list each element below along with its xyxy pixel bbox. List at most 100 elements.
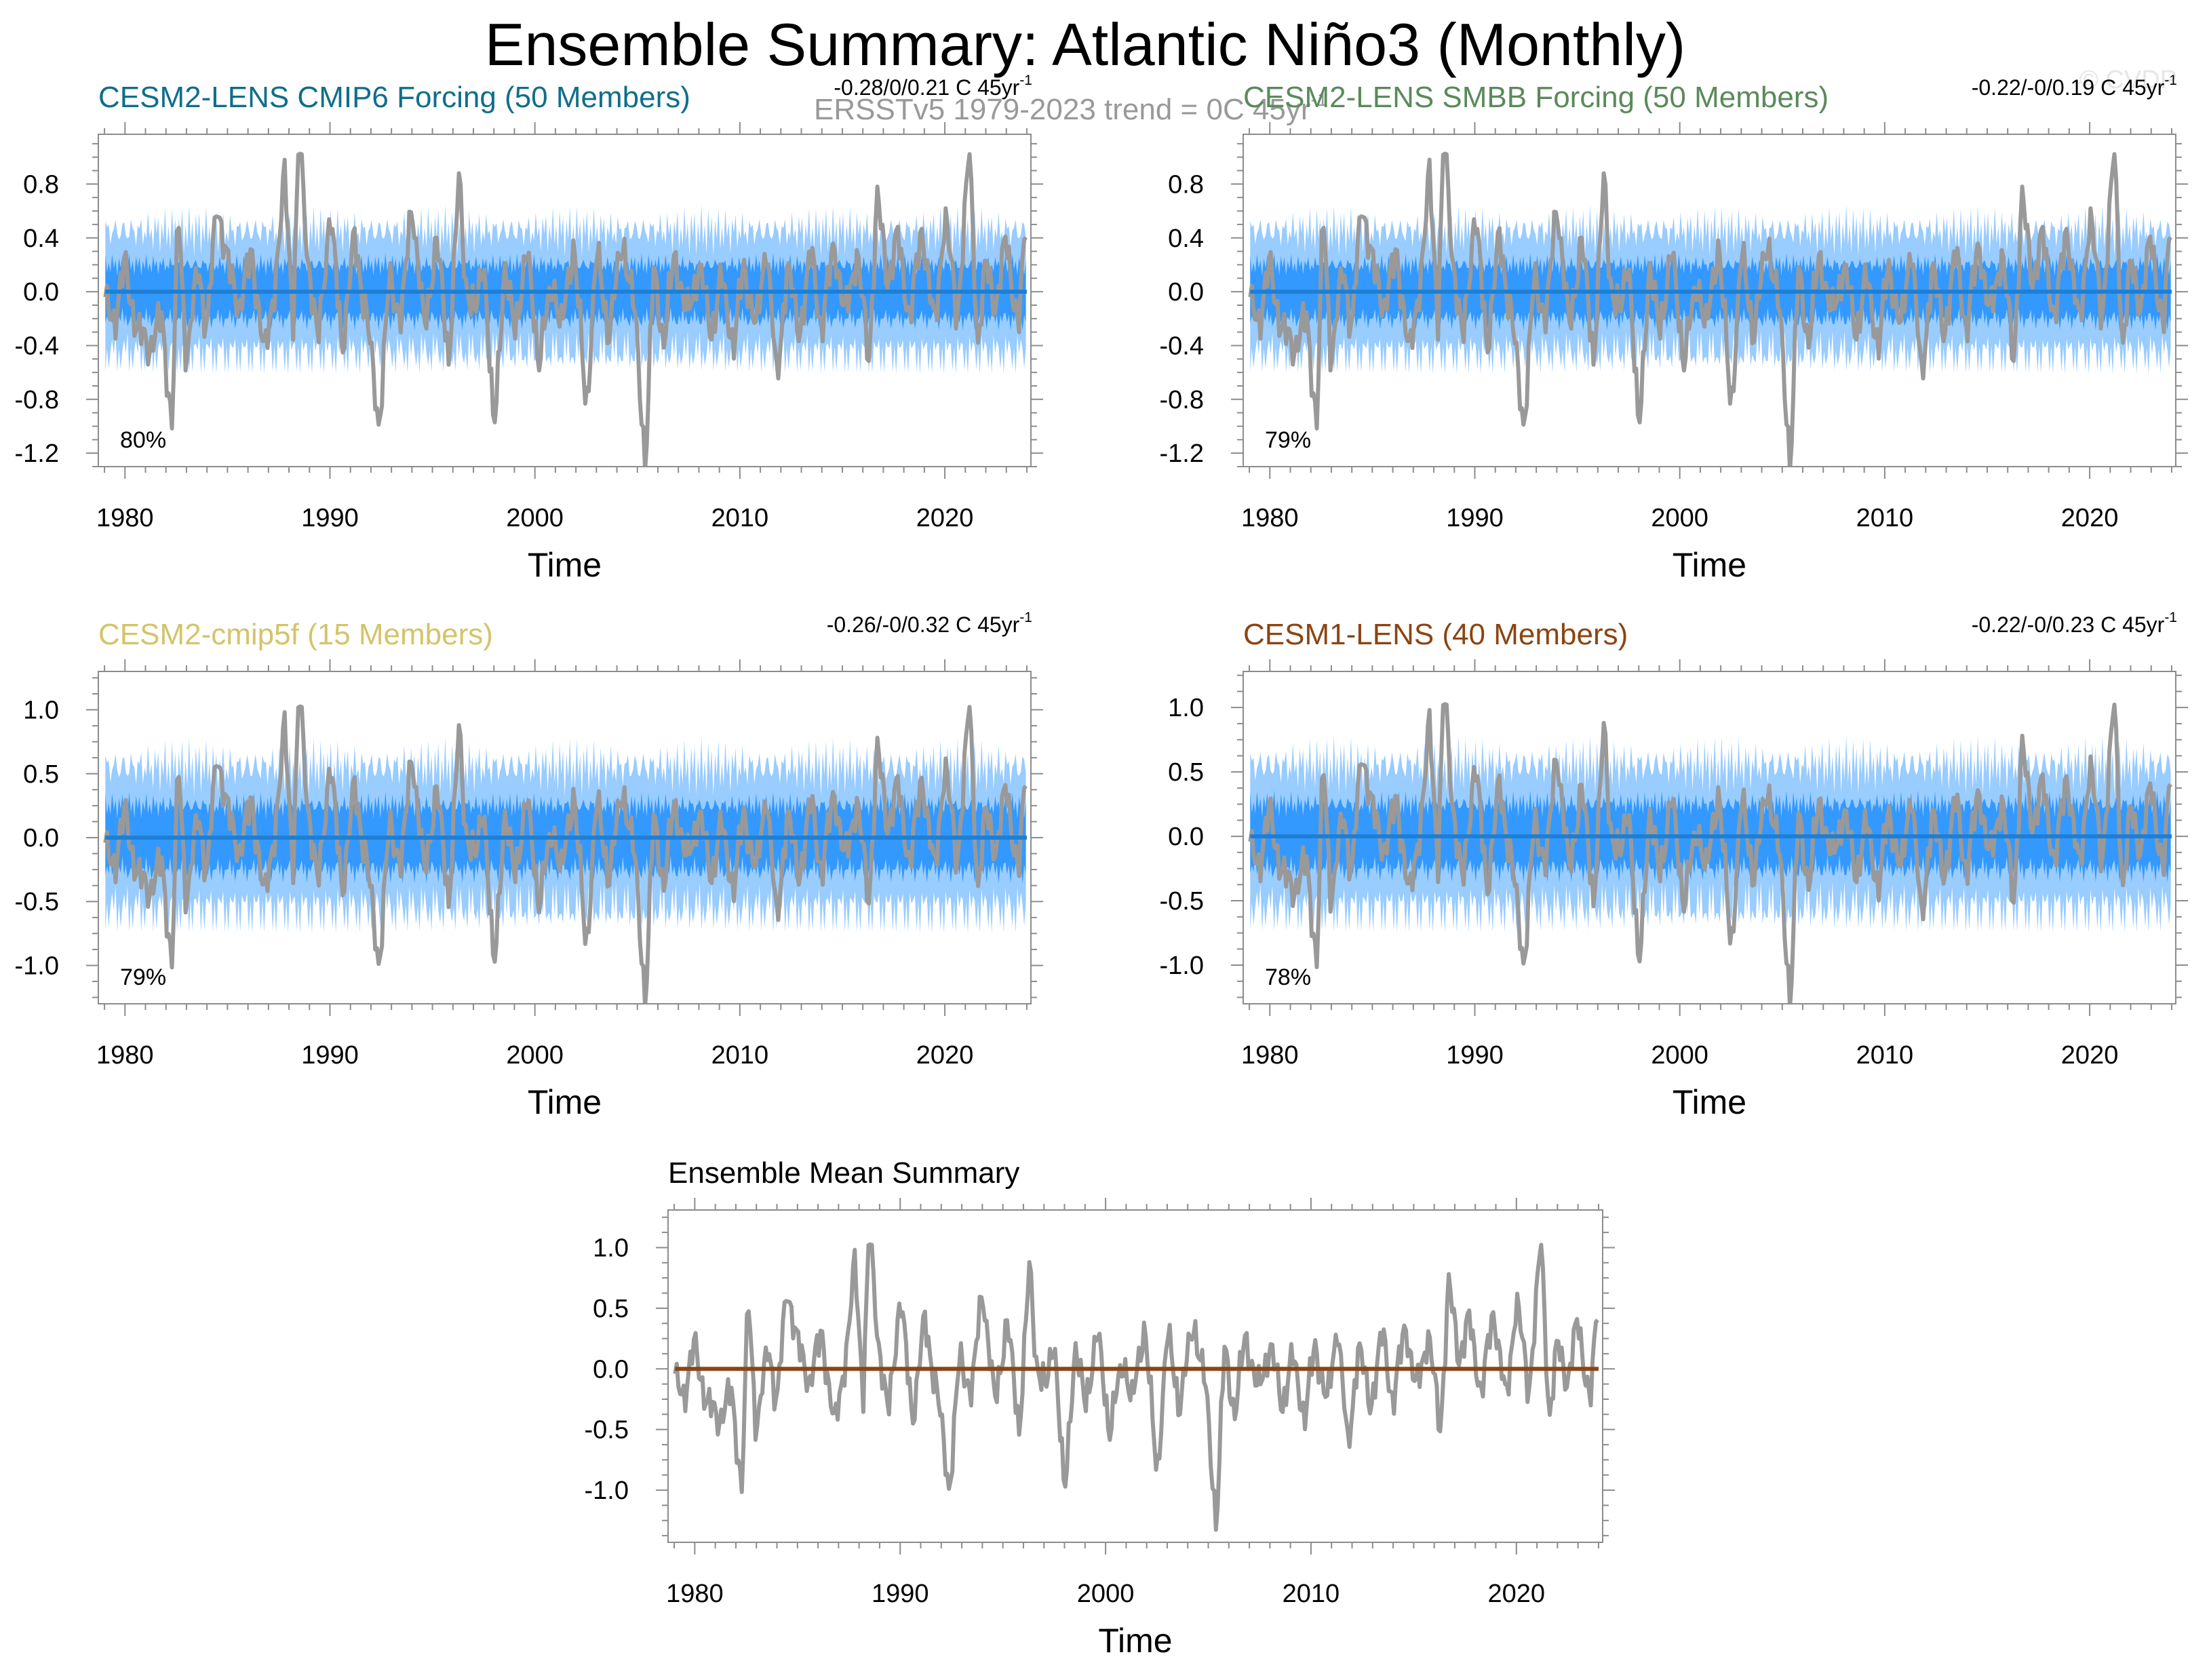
panel-title: CESM2-LENS SMBB Forcing (50 Members) bbox=[1243, 81, 1829, 114]
x-tick-label: 2010 bbox=[711, 1041, 769, 1070]
figure-subtitle-text: ERSSTv5 1979-2023 trend = 0C 45yr bbox=[814, 93, 1311, 126]
obs-line bbox=[1248, 702, 2172, 1004]
plot-frame bbox=[667, 1209, 1603, 1543]
x-tick-label: 1990 bbox=[301, 1041, 359, 1070]
y-tick-label: 0.0 bbox=[593, 1355, 629, 1384]
obs-line bbox=[103, 704, 1028, 1004]
x-tick-label: 2010 bbox=[1856, 1041, 1914, 1070]
panel-cesm2-cmip5f: CESM2-cmip5f (15 Members) -0.26/-0/0.32 C… bbox=[15, 610, 1043, 1121]
y-tick-label: 1.0 bbox=[1168, 694, 1204, 722]
trend-label: -0.22/-0/0.19 C 45yr-1 bbox=[1972, 73, 2177, 100]
trend-label-text: -0.22/-0/0.19 C 45yr bbox=[1972, 75, 2165, 100]
y-tick-label: -1.0 bbox=[15, 952, 59, 980]
x-tick-label: 1980 bbox=[96, 504, 154, 532]
watermark: © CVDP bbox=[2079, 66, 2177, 94]
x-tick-label: 2000 bbox=[1651, 504, 1708, 532]
y-tick-label: -0.5 bbox=[15, 888, 59, 916]
y-tick-label: 0.4 bbox=[23, 224, 59, 253]
x-axis-label: Time bbox=[1673, 1083, 1746, 1121]
y-tick-label: 0.8 bbox=[23, 170, 59, 199]
x-axis-label: Time bbox=[1673, 546, 1746, 584]
percent-label: 79% bbox=[1265, 427, 1311, 453]
percent-label: 78% bbox=[1265, 964, 1311, 990]
x-tick-label: 1990 bbox=[872, 1580, 929, 1608]
trend-label-text: -0.28/0/0.21 C 45yr bbox=[834, 75, 1019, 100]
trend-label-sup: -1 bbox=[1019, 73, 1032, 88]
trend-label-text: -0.22/-0/0.23 C 45yr bbox=[1972, 612, 2165, 637]
x-tick-label: 2000 bbox=[506, 1041, 564, 1070]
figure-title: Ensemble Summary: Atlantic Niño3 (Monthl… bbox=[485, 11, 1685, 78]
percent-label: 80% bbox=[120, 427, 166, 453]
obs-line bbox=[103, 151, 1028, 467]
y-tick-label: 0.5 bbox=[593, 1295, 629, 1323]
figure-subtitle-sup: -1 bbox=[1311, 89, 1328, 110]
y-tick-label: 0.0 bbox=[23, 824, 59, 853]
obs-line bbox=[673, 1242, 1599, 1532]
trend-label-sup: -1 bbox=[1019, 610, 1032, 625]
x-tick-label: 2000 bbox=[1077, 1580, 1135, 1608]
x-tick-label: 1990 bbox=[1446, 1041, 1504, 1070]
panel-cesm1-lens: CESM1-LENS (40 Members) -0.22/-0/0.23 C 4… bbox=[1160, 610, 2188, 1121]
panel-ensemble-mean-summary: Ensemble Mean Summary 1980 1990 2000 2010 202… bbox=[585, 1156, 1615, 1660]
x-axis-label: Time bbox=[1098, 1622, 1172, 1660]
plot-area bbox=[1248, 702, 2172, 1004]
x-axis-label: Time bbox=[528, 1083, 602, 1121]
y-tick-label: 0.0 bbox=[1168, 278, 1204, 307]
trend-label: -0.22/-0/0.23 C 45yr-1 bbox=[1972, 610, 2177, 637]
obs-line bbox=[1248, 151, 2173, 467]
panel-cesm2-lens-smbb: CESM2-LENS SMBB Forcing (50 Members) -0.2… bbox=[1160, 73, 2188, 584]
plot-area bbox=[103, 151, 1028, 467]
x-tick-label: 2020 bbox=[1488, 1580, 1546, 1608]
y-tick-label: 0.5 bbox=[1168, 758, 1204, 787]
panel-title: Ensemble Mean Summary bbox=[668, 1156, 1019, 1190]
plot-frame bbox=[1243, 134, 2176, 467]
y-tick-label: -1.0 bbox=[585, 1477, 629, 1505]
y-tick-label: -0.8 bbox=[1160, 386, 1204, 414]
x-tick-label: 2020 bbox=[2061, 1041, 2119, 1070]
x-tick-label: 1990 bbox=[301, 504, 359, 532]
y-tick-label: -0.8 bbox=[15, 386, 59, 414]
y-tick-label: -0.4 bbox=[15, 332, 59, 360]
trend-label-text: -0.26/-0/0.32 C 45yr bbox=[827, 612, 1020, 637]
panel-cesm2-lens-cmip6: CESM2-LENS CMIP6 Forcing (50 Members) -0.… bbox=[15, 73, 1043, 584]
y-tick-label: -0.4 bbox=[1160, 332, 1204, 360]
x-tick-label: 1980 bbox=[96, 1041, 154, 1070]
percent-label: 79% bbox=[120, 964, 166, 990]
y-tick-label: 1.0 bbox=[23, 697, 59, 725]
x-tick-label: 1980 bbox=[1241, 1041, 1299, 1070]
plot-area bbox=[673, 1242, 1599, 1532]
x-tick-label: 2020 bbox=[916, 1041, 974, 1070]
figure-subtitle: ERSSTv5 1979-2023 trend = 0C 45yr-1 bbox=[814, 89, 1327, 126]
y-tick-label: 1.0 bbox=[593, 1234, 629, 1262]
x-tick-label: 2020 bbox=[2061, 504, 2119, 532]
y-tick-label: -1.0 bbox=[1160, 952, 1204, 980]
trend-label: -0.28/0/0.21 C 45yr-1 bbox=[834, 73, 1032, 100]
x-axis-label: Time bbox=[528, 546, 602, 584]
x-tick-label: 2010 bbox=[1856, 504, 1914, 532]
trend-label-sup: -1 bbox=[2164, 73, 2177, 88]
plot-frame bbox=[98, 134, 1032, 467]
panel-title: CESM2-cmip5f (15 Members) bbox=[98, 618, 493, 651]
x-tick-label: 1990 bbox=[1446, 504, 1504, 532]
y-tick-label: 0.0 bbox=[23, 278, 59, 307]
y-tick-label: 0.8 bbox=[1168, 170, 1204, 199]
y-tick-label: -0.5 bbox=[1160, 887, 1204, 916]
trend-label-sup: -1 bbox=[2164, 610, 2177, 625]
x-tick-label: 2010 bbox=[1283, 1580, 1340, 1608]
y-tick-label: 0.0 bbox=[1168, 823, 1204, 851]
plot-area bbox=[103, 704, 1028, 1004]
x-tick-label: 2020 bbox=[916, 504, 974, 532]
plot-frame bbox=[1243, 671, 2176, 1004]
x-tick-label: 1980 bbox=[1241, 504, 1299, 532]
panel-title: CESM2-LENS CMIP6 Forcing (50 Members) bbox=[98, 81, 690, 114]
x-tick-label: 1980 bbox=[666, 1580, 724, 1608]
y-tick-label: -1.2 bbox=[1160, 439, 1204, 468]
y-tick-label: -1.2 bbox=[15, 439, 59, 468]
x-tick-label: 2000 bbox=[506, 504, 564, 532]
y-tick-label: 0.4 bbox=[1168, 224, 1204, 253]
x-tick-label: 2010 bbox=[711, 504, 769, 532]
y-tick-label: -0.5 bbox=[585, 1416, 629, 1445]
y-tick-label: 0.5 bbox=[23, 760, 59, 789]
plot-area bbox=[1248, 151, 2173, 467]
